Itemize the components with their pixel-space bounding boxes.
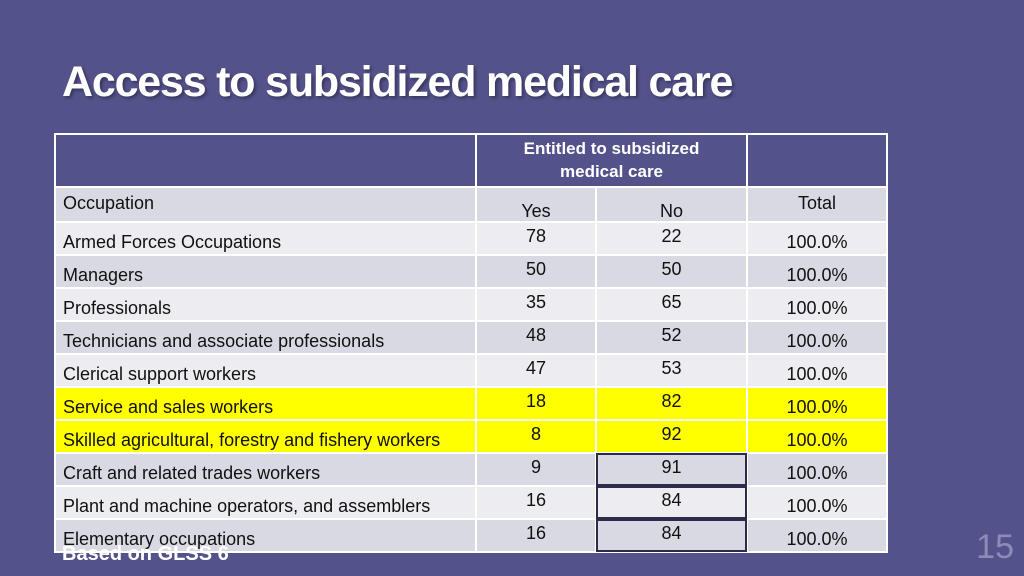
total-cell: 100.0% <box>746 320 889 355</box>
occupation-table: Entitled to subsidized medical care Occu… <box>54 133 889 553</box>
table-row: Plant and machine operators, and assembl… <box>54 485 889 520</box>
table-row: Technicians and associate professionals 4… <box>54 320 889 355</box>
col-header-no: No <box>594 186 749 223</box>
yes-cell: 16 <box>475 518 597 553</box>
no-cell: 84 <box>594 518 749 553</box>
occupation-cell: Professionals <box>54 287 477 322</box>
yes-cell: 9 <box>475 452 597 487</box>
yes-cell: 47 <box>475 353 597 388</box>
total-cell: 100.0% <box>746 386 889 421</box>
no-cell: 92 <box>594 419 749 454</box>
total-cell: 100.0% <box>746 485 889 520</box>
empty-header-cell-right <box>746 133 889 188</box>
table-row: Craft and related trades workers 9 91 100.0… <box>54 452 889 487</box>
total-cell: 100.0% <box>746 221 889 256</box>
no-cell: 91 <box>594 452 749 487</box>
table-row: Clerical support workers 47 53 100.0% <box>54 353 889 388</box>
group-header-line1: Entitled to subsidized <box>523 138 700 158</box>
no-cell: 52 <box>594 320 749 355</box>
table-row: Skilled agricultural, forestry and fishe… <box>54 419 889 454</box>
col-header-yes: Yes <box>475 186 597 223</box>
occupation-cell: Clerical support workers <box>54 353 477 388</box>
occupation-cell: Armed Forces Occupations <box>54 221 477 256</box>
occupation-cell: Managers <box>54 254 477 289</box>
yes-cell: 50 <box>475 254 597 289</box>
yes-cell: 35 <box>475 287 597 322</box>
group-header-cell: Entitled to subsidized medical care <box>474 133 749 188</box>
yes-cell: 8 <box>475 419 597 454</box>
occupation-cell: Craft and related trades workers <box>54 452 477 487</box>
total-cell: 100.0% <box>746 254 889 289</box>
occupation-cell: Technicians and associate professionals <box>54 320 477 355</box>
table-header-row: Entitled to subsidized medical care <box>54 133 889 188</box>
yes-cell: 48 <box>475 320 597 355</box>
occupation-cell: Skilled agricultural, forestry and fishe… <box>54 419 477 454</box>
no-cell: 82 <box>594 386 749 421</box>
total-cell: 100.0% <box>746 287 889 322</box>
no-cell: 84 <box>594 485 749 520</box>
total-cell: 100.0% <box>746 518 889 553</box>
yes-cell: 16 <box>475 485 597 520</box>
slide-title: Access to subsidized medical care <box>62 58 733 106</box>
total-cell: 100.0% <box>746 353 889 388</box>
table-row: Elementary occupations 16 84 100.0% <box>54 518 889 553</box>
total-cell: 100.0% <box>746 419 889 454</box>
column-header-row: Occupation Yes No Total <box>54 186 889 223</box>
table-row: Professionals 35 65 100.0% <box>54 287 889 322</box>
occupation-cell: Elementary occupations <box>54 518 477 553</box>
table-row: Managers 50 50 100.0% <box>54 254 889 289</box>
no-cell: 22 <box>594 221 749 256</box>
yes-cell: 78 <box>475 221 597 256</box>
col-header-occupation: Occupation <box>54 186 477 223</box>
no-cell: 65 <box>594 287 749 322</box>
empty-header-cell <box>54 133 477 188</box>
col-header-total: Total <box>746 186 889 223</box>
occupation-cell: Plant and machine operators, and assembl… <box>54 485 477 520</box>
yes-cell: 18 <box>475 386 597 421</box>
table-row: Service and sales workers 18 82 100.0% <box>54 386 889 421</box>
total-cell: 100.0% <box>746 452 889 487</box>
group-header-line2: medical care <box>560 161 664 181</box>
no-cell: 50 <box>594 254 749 289</box>
page-number: 15 <box>976 528 1014 566</box>
no-cell: 53 <box>594 353 749 388</box>
occupation-cell: Service and sales workers <box>54 386 477 421</box>
source-note: Based on GLSS 6 <box>62 543 229 565</box>
table-row: Armed Forces Occupations 78 22 100.0% <box>54 221 889 256</box>
